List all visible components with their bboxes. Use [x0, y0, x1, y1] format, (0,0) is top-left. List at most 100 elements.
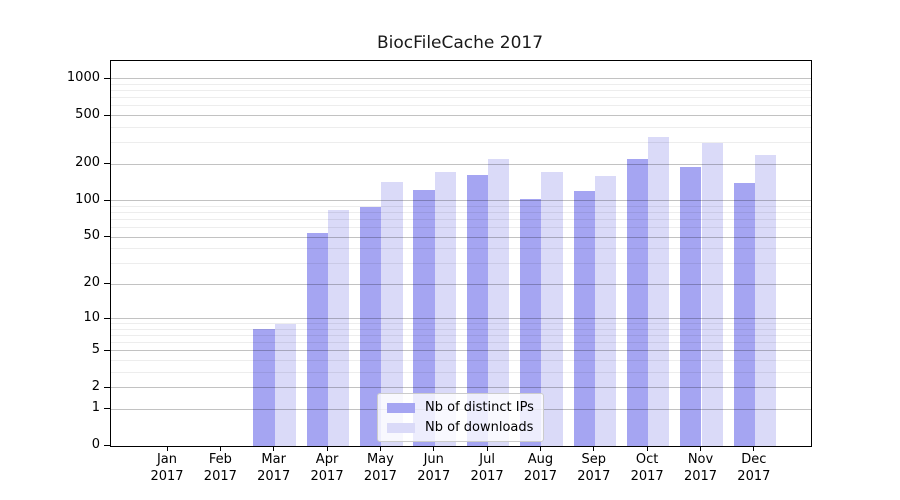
x-tick-label: May 2017 — [340, 451, 420, 485]
x-tick-label: Nov 2017 — [661, 451, 741, 485]
bar-downloads — [488, 158, 510, 446]
bar-distinct-ips — [733, 182, 755, 446]
legend-label: Nb of distinct IPs — [425, 400, 534, 415]
gridline-minor — [111, 218, 811, 220]
y-tick-mark — [104, 199, 110, 201]
gridline-minor — [111, 205, 811, 207]
x-tick-label: Jun 2017 — [394, 451, 474, 485]
y-tick-mark — [104, 236, 110, 238]
bar-downloads — [434, 171, 457, 446]
x-tick-mark — [646, 446, 648, 451]
y-tick-mark — [104, 386, 110, 388]
x-tick-mark — [273, 446, 275, 451]
gridline-minor — [111, 334, 811, 336]
bar-distinct-ips — [466, 174, 489, 446]
x-tick-label-year: 2017 — [417, 469, 451, 484]
chart-title: BiocFileCache 2017 — [376, 33, 544, 53]
x-tick-label-year: 2017 — [257, 469, 291, 484]
gridline-minor — [111, 142, 811, 144]
bar-distinct-ips — [360, 207, 382, 446]
x-tick-mark — [219, 446, 221, 451]
gridline-major — [111, 283, 811, 285]
x-tick-mark — [593, 446, 595, 451]
bar-downloads — [541, 172, 563, 446]
x-tick-label: Aug 2017 — [500, 451, 580, 485]
y-tick-label: 1000 — [66, 69, 100, 85]
x-tick-label: Jan 2017 — [127, 451, 207, 485]
y-tick-label: 200 — [75, 155, 100, 171]
gridline-minor — [111, 105, 811, 107]
y-tick-label: 20 — [83, 275, 100, 291]
y-tick-mark — [104, 114, 110, 116]
bar-downloads — [381, 181, 403, 446]
bar-distinct-ips — [680, 166, 702, 446]
bar-downloads — [328, 209, 350, 446]
x-tick-label-year: 2017 — [203, 469, 237, 484]
x-tick-label-year: 2017 — [363, 469, 397, 484]
x-tick-mark — [326, 446, 328, 451]
x-tick-label: Apr 2017 — [287, 451, 367, 485]
y-tick-label: 1 — [91, 400, 100, 416]
x-tick-mark — [379, 446, 381, 451]
gridline-minor — [111, 371, 811, 373]
bar-downloads — [754, 154, 777, 446]
gridline-minor — [111, 342, 811, 344]
y-tick-mark — [104, 317, 110, 319]
bar-distinct-ips — [306, 233, 329, 446]
y-tick-label: 0 — [91, 437, 100, 452]
gridline-minor — [111, 97, 811, 99]
y-tick-mark — [104, 163, 110, 165]
gridline-major — [111, 350, 811, 352]
x-tick-label: Sep 2017 — [554, 451, 634, 485]
bar-distinct-ips — [626, 159, 649, 446]
bar-downloads — [274, 323, 296, 446]
x-tick-mark — [486, 446, 488, 451]
y-tick-mark — [104, 445, 110, 446]
x-tick-label: Dec 2017 — [714, 451, 794, 485]
y-tick-label: 50 — [83, 228, 100, 244]
plot-area: Nb of distinct IPs Nb of downloads — [110, 60, 812, 447]
gridline-major — [111, 115, 811, 117]
x-tick-label: Jul 2017 — [447, 451, 527, 485]
gridline-major — [111, 78, 811, 80]
y-tick-mark — [104, 77, 110, 79]
gridline-minor — [111, 83, 811, 85]
x-tick-label-year: 2017 — [523, 469, 557, 484]
gridline-minor — [111, 126, 811, 128]
bar-distinct-ips — [413, 189, 435, 446]
gridline-major — [111, 387, 811, 389]
x-tick-label-year: 2017 — [470, 469, 504, 484]
y-tick-label: 2 — [91, 378, 100, 394]
legend-item: Nb of distinct IPs — [387, 399, 534, 416]
gridline-minor — [111, 90, 811, 92]
x-tick-mark — [753, 446, 755, 451]
x-tick-label-year: 2017 — [630, 469, 664, 484]
x-tick-mark — [166, 446, 168, 451]
gridline-minor — [111, 323, 811, 325]
gridline-major — [111, 163, 811, 165]
gridline-minor — [111, 227, 811, 229]
gridline-major — [111, 236, 811, 238]
bar-downloads — [648, 136, 670, 446]
gridline-minor — [111, 359, 811, 361]
legend-swatch — [387, 402, 415, 413]
legend-label: Nb of downloads — [425, 420, 534, 435]
y-tick-label: 500 — [75, 106, 100, 122]
x-tick-label: Mar 2017 — [234, 451, 314, 485]
y-tick-mark — [104, 283, 110, 285]
bar-distinct-ips — [253, 329, 275, 446]
bar-downloads — [701, 142, 723, 446]
y-tick-mark — [104, 408, 110, 410]
legend: Nb of distinct IPs Nb of downloads — [377, 393, 544, 442]
gridline-minor — [111, 248, 811, 250]
y-tick-label: 100 — [75, 191, 100, 207]
gridline-minor — [111, 328, 811, 330]
bar-distinct-ips — [573, 191, 595, 446]
y-tick-mark — [104, 349, 110, 351]
x-tick-label-year: 2017 — [310, 469, 344, 484]
gridline-minor — [111, 211, 811, 213]
y-tick-label: 5 — [91, 341, 100, 357]
legend-item: Nb of downloads — [387, 419, 534, 436]
x-tick-label-year: 2017 — [737, 469, 771, 484]
